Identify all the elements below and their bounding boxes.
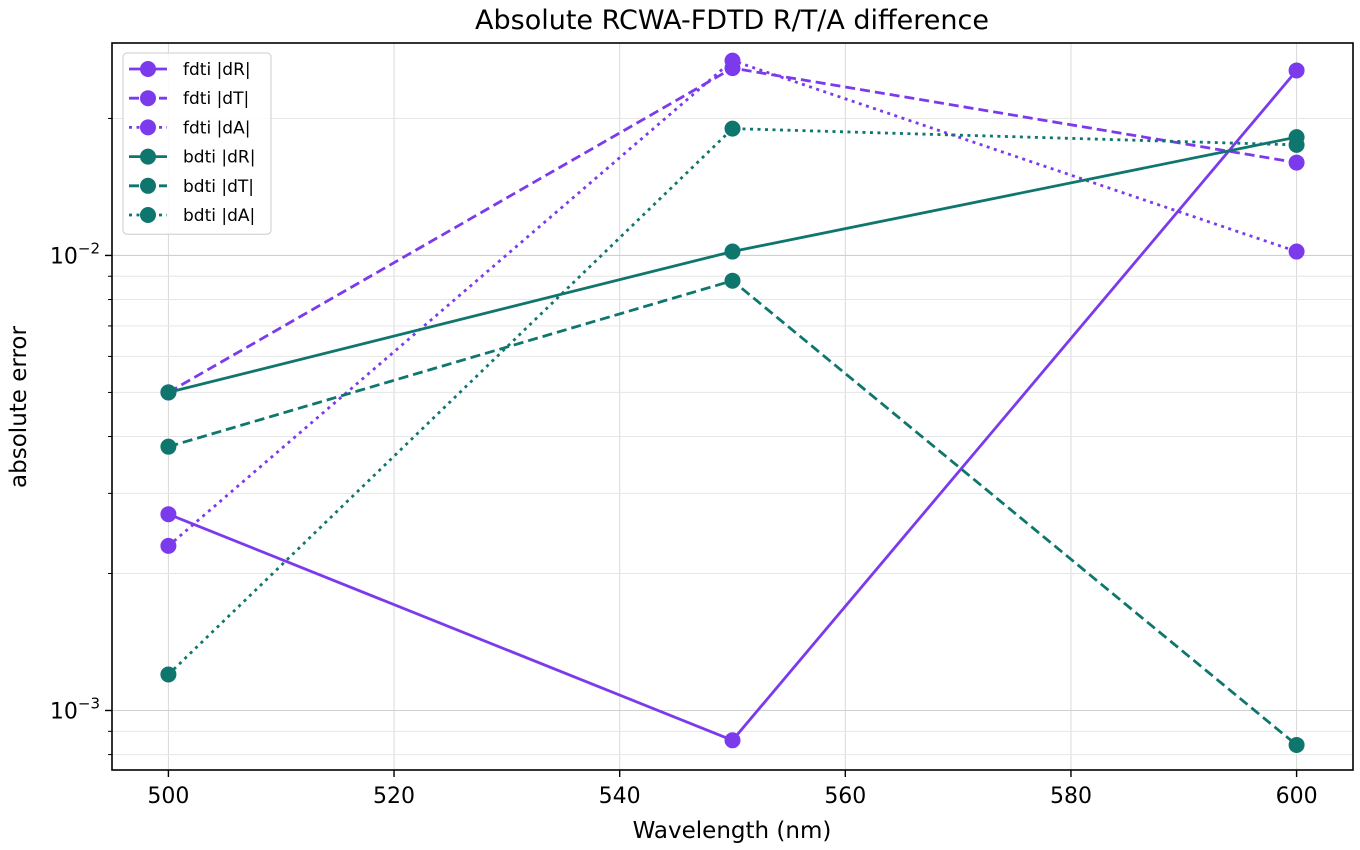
x-tick-label: 600 <box>1276 784 1318 809</box>
series-5-point <box>724 120 741 137</box>
y-tick-label: 10−2 <box>50 239 100 269</box>
y-tick-label-base: 10 <box>50 699 78 724</box>
grid-layer <box>112 43 1353 770</box>
legend: fdti |dR| fdti |dT| fdti |dA| bdti |dR| bdti… <box>122 52 272 235</box>
series-2-point <box>724 52 741 69</box>
legend-marker <box>140 207 156 223</box>
legend-label: bdti |dT| <box>183 177 254 197</box>
series-0-point <box>1288 62 1305 79</box>
series-line-3 <box>168 135 1297 394</box>
y-tick-label: 10−3 <box>50 694 100 724</box>
legend-marker <box>140 177 156 194</box>
legend-label: bdti |dA| <box>183 206 255 226</box>
chart-title: Absolute RCWA-FDTD R/T/A difference <box>475 5 989 36</box>
series-3-point <box>724 243 741 260</box>
legend-marker <box>140 90 156 107</box>
series-3-point <box>160 384 177 401</box>
x-tick-label: 580 <box>1050 784 1092 809</box>
series-4-point <box>1288 736 1305 753</box>
plot-frame <box>111 42 1354 771</box>
y-tick-label-base: 10 <box>50 244 78 269</box>
series-5-point <box>1288 136 1305 153</box>
x-tick-label: 540 <box>599 784 641 809</box>
series-0-point <box>160 506 177 523</box>
legend-label: bdti |dR| <box>183 148 255 168</box>
series-layer <box>160 52 1305 753</box>
series-4-point <box>160 438 177 455</box>
series-1-point <box>1288 154 1305 171</box>
y-tick-label-exponent: −2 <box>78 239 100 257</box>
legend-marker <box>140 61 156 77</box>
legend-label: fdti |dA| <box>183 118 250 138</box>
legend-label: fdti |dT| <box>183 89 249 109</box>
x-tick-label: 560 <box>824 784 866 809</box>
legend-marker <box>140 148 156 165</box>
x-tick-label: 520 <box>373 784 415 809</box>
y-axis-title: absolute error <box>6 326 32 488</box>
x-tick-label: 500 <box>147 784 189 809</box>
series-2-point <box>160 537 177 554</box>
series-line-1 <box>167 66 1297 394</box>
y-tick-label-exponent: −3 <box>78 694 100 712</box>
series-line-5 <box>167 127 1297 676</box>
legend-marker <box>140 119 156 136</box>
series-5-point <box>160 666 177 683</box>
series-4-point <box>724 272 741 289</box>
legend-label: fdti |dR| <box>183 60 251 80</box>
series-0-point <box>724 732 741 749</box>
x-axis-title: Wavelength (nm) <box>633 818 832 844</box>
series-2-point <box>1288 243 1305 260</box>
